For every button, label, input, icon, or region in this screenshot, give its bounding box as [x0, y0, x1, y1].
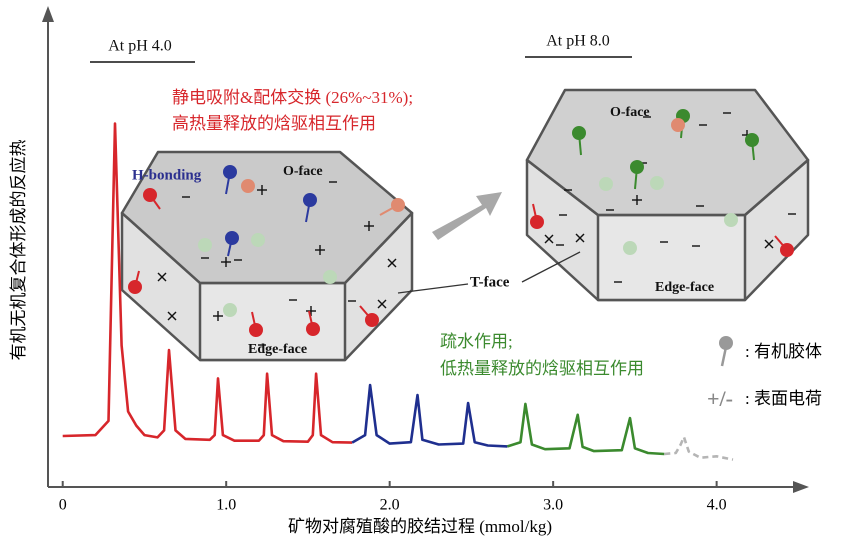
face-label: O-face [610, 105, 650, 120]
colloid [780, 243, 794, 257]
x-axis-arrow [793, 481, 809, 493]
trace [507, 404, 664, 454]
legend-charge-symbol: +/- [707, 386, 733, 411]
annotation: 疏水作用; [440, 332, 513, 351]
colloid [724, 213, 738, 227]
colloid [650, 176, 664, 190]
legend: : 有机胶体 +/- : 表面电荷 [707, 336, 822, 411]
x-tick-label: 4.0 [707, 497, 727, 514]
colloid [251, 233, 265, 247]
annotation: 高热量释放的焓驱相互作用 [172, 114, 376, 133]
legend-colloid-icon [719, 336, 733, 350]
colloid [599, 177, 613, 191]
x-tick-label: 2.0 [380, 497, 400, 514]
colloid [745, 133, 759, 147]
x-tick-label: 0 [59, 497, 67, 514]
colloid [143, 188, 157, 202]
face-label: O-face [283, 164, 323, 179]
colloid [572, 126, 586, 140]
colloid [671, 118, 685, 132]
legend-colloid: : 有机胶体 [745, 342, 822, 361]
colloid [198, 238, 212, 252]
colloid [365, 313, 379, 327]
face-label: T-face [470, 274, 510, 290]
face-label: Edge-face [655, 280, 714, 295]
x-tick-label: 1.0 [216, 497, 236, 514]
colloid [323, 270, 337, 284]
colloid [306, 322, 320, 336]
colloid [630, 160, 644, 174]
trace [352, 385, 507, 446]
y-axis-label: 有机无机复合体形成的反应热 [9, 140, 28, 361]
annotation: At pH 4.0 [108, 38, 172, 55]
colloid [530, 215, 544, 229]
prism-right [527, 90, 808, 300]
annotation: At pH 8.0 [546, 33, 610, 50]
transition-arrow [432, 192, 502, 240]
page: 矿物对腐殖酸的胶结过程 (mmol/kg) 有机无机复合体形成的反应热 : 有机… [0, 0, 842, 540]
colloid [128, 280, 142, 294]
figure: 矿物对腐殖酸的胶结过程 (mmol/kg) 有机无机复合体形成的反应热 : 有机… [0, 0, 842, 540]
colloid [223, 165, 237, 179]
x-tick-label: 3.0 [543, 497, 563, 514]
face-label: Edge-face [248, 342, 307, 357]
colloid [241, 179, 255, 193]
annotation: 静电吸附&配体交换 (26%~31%); [172, 88, 413, 107]
y-axis-arrow [42, 6, 54, 22]
colloid [391, 198, 405, 212]
colloid [223, 303, 237, 317]
x-axis-label: 矿物对腐殖酸的胶结过程 (mmol/kg) [288, 517, 552, 536]
colloid [249, 323, 263, 337]
annotation: 低热量释放的焓驱相互作用 [440, 359, 644, 378]
colloid [623, 241, 637, 255]
annotation: H-bonding [132, 167, 202, 183]
colloid [225, 231, 239, 245]
colloid [303, 193, 317, 207]
legend-charge: : 表面电荷 [745, 389, 822, 408]
trace [664, 437, 733, 460]
